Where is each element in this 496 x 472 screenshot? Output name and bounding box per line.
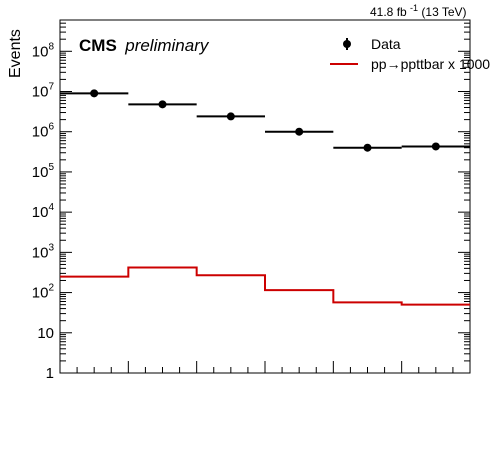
legend-data-label: Data <box>371 36 401 52</box>
legend-data-marker <box>343 40 351 48</box>
data-point <box>90 89 99 98</box>
data-point <box>295 127 304 136</box>
status-label: preliminary <box>124 36 210 55</box>
legend: Data pp→ppttbar x 1000 <box>330 36 490 72</box>
y-tick-label: 103 <box>32 242 55 261</box>
y-tick-base: 10 <box>37 325 54 342</box>
y-tick-label: 106 <box>32 122 55 141</box>
y-tick-exponent: 6 <box>48 122 54 133</box>
y-tick-exponent: 2 <box>48 283 54 294</box>
y-tick-label: 105 <box>32 162 55 181</box>
y-tick-base: 1 <box>46 365 54 382</box>
y-tick-exponent: 4 <box>48 202 54 213</box>
y-tick-exponent: 5 <box>48 162 54 173</box>
mc-step-line <box>60 266 470 306</box>
data-point <box>363 143 372 152</box>
y-tick-exponent: 8 <box>48 41 54 52</box>
y-tick-base: 10 <box>32 244 49 261</box>
y-tick-base: 10 <box>32 164 49 181</box>
lumi-exponent: -1 <box>410 3 418 13</box>
y-tick-label: 1 <box>46 365 54 382</box>
data-point <box>226 112 235 121</box>
y-tick-base: 10 <box>32 84 49 101</box>
plot-frame <box>59 19 471 374</box>
y-tick-label: 104 <box>32 202 55 221</box>
y-axis-title: Events <box>7 29 24 78</box>
y-tick-exponent: 3 <box>48 242 54 253</box>
data-point <box>158 100 167 109</box>
y-tick-base: 10 <box>32 285 49 302</box>
y-tick-base: 10 <box>32 43 49 60</box>
legend-mc-label: pp→ppttbar x 1000 <box>371 56 490 72</box>
y-tick-exponent: 7 <box>48 82 54 93</box>
y-tick-label: 107 <box>32 82 55 101</box>
y-axis <box>60 19 470 374</box>
experiment-label: CMS <box>79 36 117 55</box>
y-tick-base: 10 <box>32 124 49 141</box>
y-tick-label: 102 <box>32 283 55 302</box>
y-tick-label: 108 <box>32 41 55 60</box>
lumi-label: 41.8 fb -1 (13 TeV) <box>370 0 467 19</box>
x-axis <box>59 361 471 373</box>
y-tick-label: 10 <box>37 325 54 342</box>
lumi-energy: (13 TeV) <box>421 5 466 19</box>
lumi-value: 41.8 fb <box>370 5 407 19</box>
data-point <box>431 142 440 151</box>
mc-series <box>60 266 470 306</box>
y-tick-base: 10 <box>32 204 49 221</box>
data-series <box>60 89 470 152</box>
cms-label: CMS preliminary <box>79 36 210 55</box>
